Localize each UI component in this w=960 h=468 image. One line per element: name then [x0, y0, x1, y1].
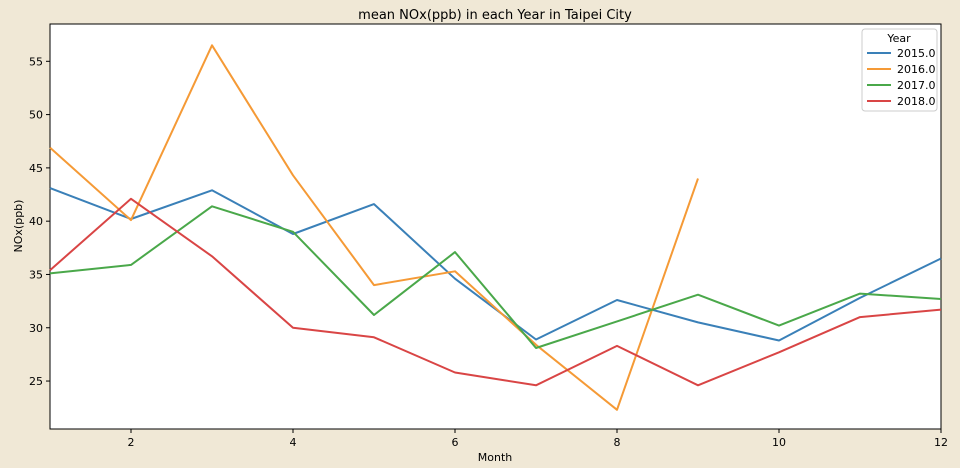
x-axis-label: Month: [478, 451, 513, 464]
series-line-2018-0: [49, 197, 942, 387]
chart-title: mean NOx(ppb) in each Year in Taipei Cit…: [358, 8, 632, 23]
y-tick-label: 35: [29, 268, 43, 281]
legend: Year 2015.0 2016.0 2017.0 2018.0: [861, 28, 938, 112]
legend-title: Year: [886, 32, 911, 45]
x-tick-label: 6: [452, 436, 459, 449]
x-tick-label: 4: [290, 436, 297, 449]
x-tick-label: 2: [128, 436, 135, 449]
legend-entry: 2017.0: [897, 79, 936, 92]
y-axis-label: NOx(ppb): [12, 200, 25, 253]
y-tick-label: 25: [29, 375, 43, 388]
x-tick-label: 10: [772, 436, 786, 449]
y-tick-label: 30: [29, 322, 43, 335]
y-tick-label: 55: [29, 55, 43, 68]
series-line-2016-0: [49, 44, 699, 411]
y-tick-label: 40: [29, 215, 43, 228]
x-tick-label: 8: [614, 436, 621, 449]
plot-area: [49, 23, 942, 430]
series-lines: [49, 44, 942, 411]
series-line-2017-0: [49, 205, 942, 349]
legend-box: [861, 28, 938, 112]
legend-entry: 2015.0: [897, 47, 936, 60]
tick-group: 2 4 6 8 10 12 25 30 35 40 45 50 55: [29, 55, 948, 449]
x-tick-label: 12: [934, 436, 948, 449]
y-tick-label: 50: [29, 109, 43, 122]
legend-entry: 2018.0: [897, 95, 936, 108]
legend-entry: 2016.0: [897, 63, 936, 76]
y-tick-label: 45: [29, 162, 43, 175]
